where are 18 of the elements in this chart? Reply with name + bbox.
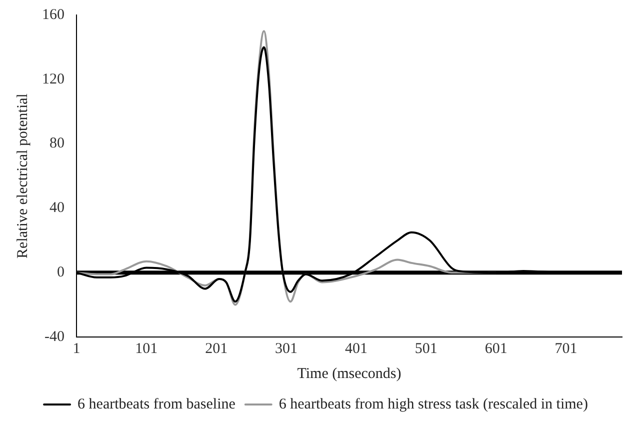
y-tick-label: 0 <box>57 264 64 281</box>
y-tick-label: 160 <box>42 6 64 23</box>
y-tick-label: -40 <box>44 328 64 345</box>
x-tick-label: 201 <box>205 340 228 357</box>
x-tick-label: 401 <box>344 340 368 357</box>
legend-label: 6 heartbeats from high stress task (rescaled in time) <box>278 396 588 412</box>
x-tick-label: 501 <box>414 340 438 357</box>
y-tick-label: 80 <box>50 136 64 152</box>
legend-label: 6 heartbeats from baseline <box>78 396 236 412</box>
y-axis-title: Relative electrical potential <box>14 94 31 258</box>
x-tick-label: 601 <box>484 340 508 357</box>
x-tick-label: 101 <box>135 340 158 357</box>
y-tick-label: 40 <box>50 200 64 216</box>
x-tick-label: 701 <box>554 340 578 357</box>
x-tick-label: 301 <box>275 340 298 357</box>
y-tick-label: 120 <box>42 71 64 88</box>
x-tick-label: 1 <box>72 340 80 357</box>
x-axis-title: Time (mseconds) <box>297 366 402 382</box>
